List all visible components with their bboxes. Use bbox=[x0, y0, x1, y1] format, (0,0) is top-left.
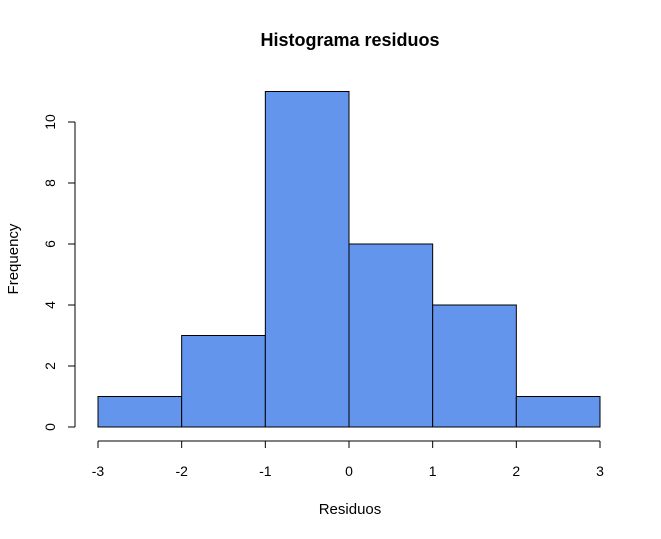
y-axis-label: Frequency bbox=[5, 223, 22, 294]
x-tick-label: 2 bbox=[512, 463, 520, 479]
x-tick-label: 0 bbox=[345, 463, 353, 479]
histogram-bar bbox=[348, 243, 434, 428]
histogram-bar bbox=[264, 91, 350, 428]
y-tick-label: 2 bbox=[42, 362, 58, 370]
x-tick-label: 1 bbox=[429, 463, 437, 479]
x-tick-label: 3 bbox=[596, 463, 604, 479]
histogram-bar bbox=[181, 335, 266, 428]
y-tick-label: 8 bbox=[42, 179, 58, 187]
x-tick-label: -2 bbox=[175, 463, 188, 479]
x-axis-label: Residuos bbox=[319, 501, 382, 518]
x-tick-label: -3 bbox=[92, 463, 105, 479]
x-axis: -3 -2 -1 0 1 2 3 bbox=[92, 440, 604, 479]
y-tick-label: 0 bbox=[42, 423, 58, 431]
x-tick-label: -1 bbox=[259, 463, 272, 479]
bars-group bbox=[97, 91, 601, 428]
y-tick-label: 10 bbox=[42, 114, 58, 130]
y-tick-label: 6 bbox=[42, 240, 58, 248]
histogram-bar bbox=[432, 304, 517, 428]
y-axis: 0 2 4 6 8 10 bbox=[42, 114, 76, 431]
chart-title: Histograma residuos bbox=[260, 30, 439, 50]
histogram-bar bbox=[97, 396, 183, 428]
y-tick-label: 4 bbox=[42, 301, 58, 309]
histogram-bar bbox=[515, 396, 601, 428]
